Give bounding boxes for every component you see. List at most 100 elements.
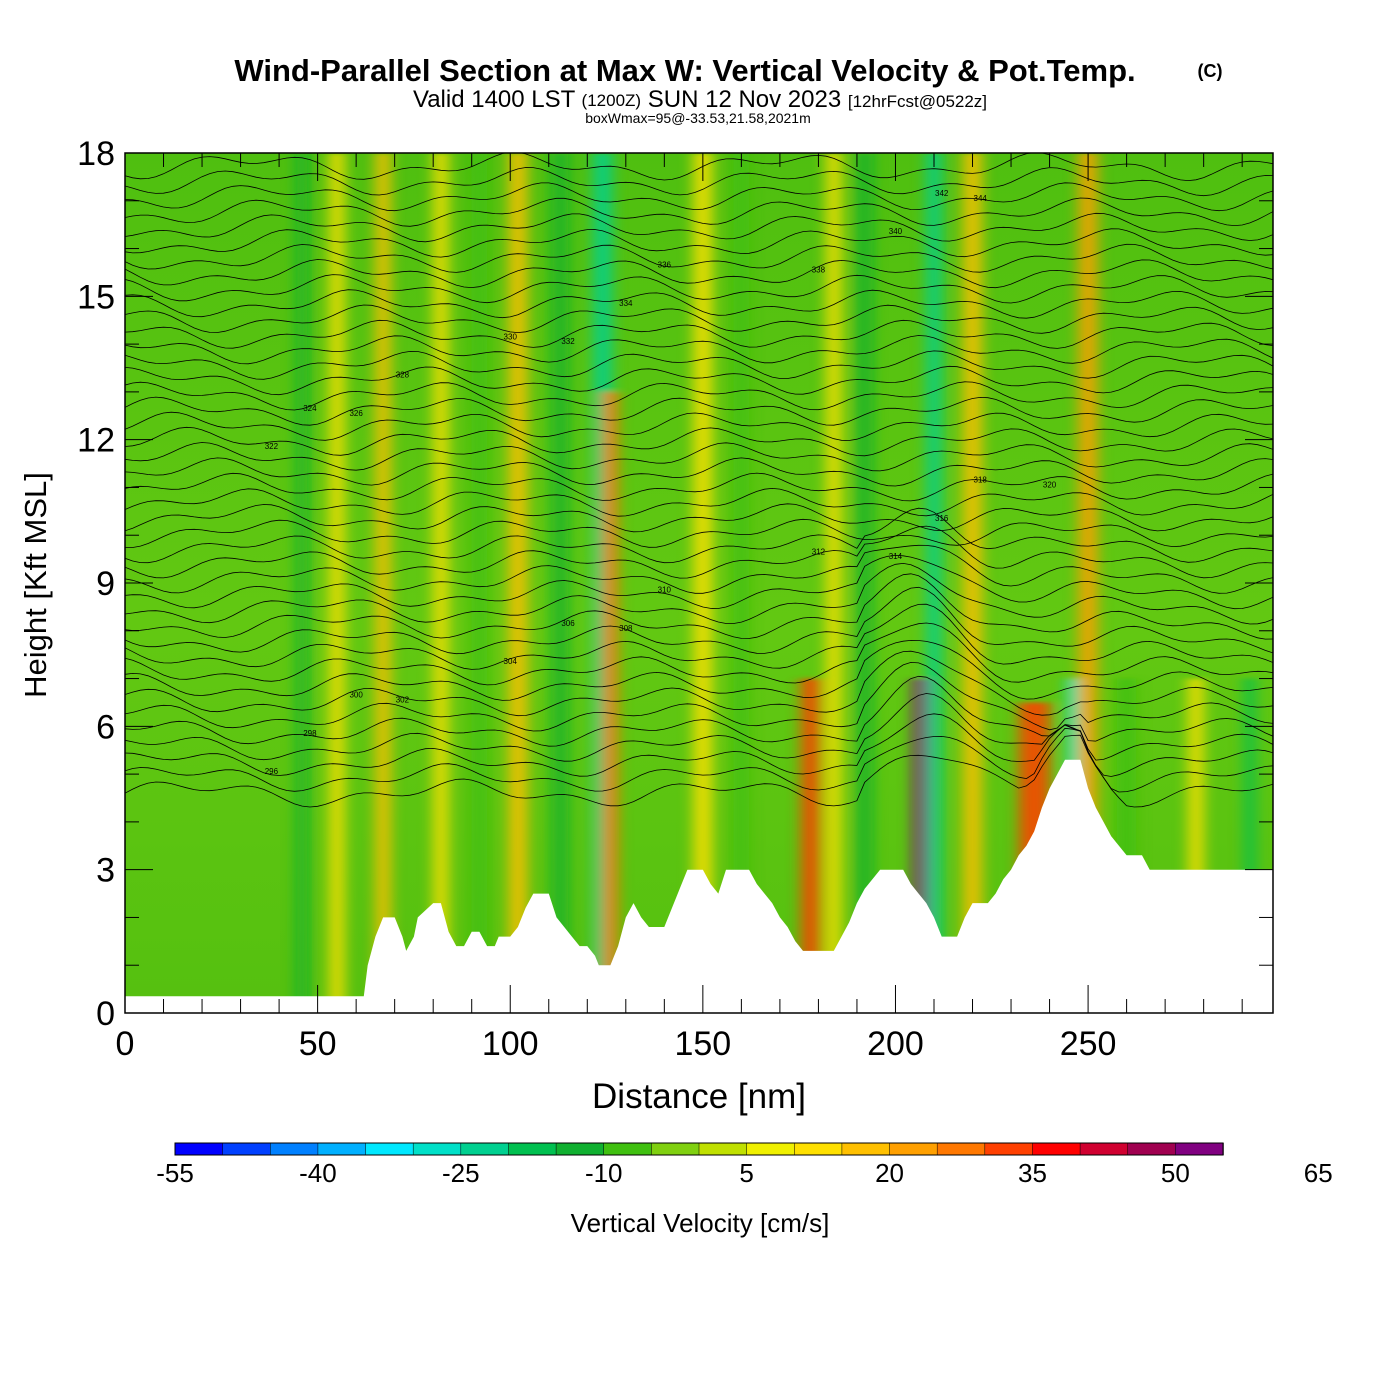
colorbar-swatch	[317, 1142, 367, 1156]
theta-contour-label: 332	[561, 337, 575, 346]
velocity-band	[508, 153, 528, 1013]
plot-area: 296 298 300 302 304 306 308 310 312 314 316 318 320 3…	[125, 153, 1273, 1013]
theta-contour-label: 336	[658, 261, 672, 270]
theta-contour-line	[125, 734, 1273, 808]
colorbar-swatch	[1127, 1142, 1177, 1156]
theta-contour-line	[125, 586, 1273, 655]
colorbar-swatch	[270, 1142, 319, 1156]
theta-contour-label: 298	[303, 729, 317, 738]
theta-contour-label: 314	[889, 552, 903, 561]
colorbar-swatch	[746, 1142, 796, 1156]
theta-contour-line	[125, 304, 1273, 334]
y-axis-label: Height [Kft MSL]	[18, 472, 53, 698]
chart-title-text: Wind-Parallel Section at Max W: Vertical…	[234, 53, 1135, 88]
y-tick-label: 18	[77, 135, 115, 173]
colorbar-tick-label: -55	[156, 1158, 194, 1188]
theta-contour-line	[125, 243, 1273, 273]
colorbar-tick-label: 65	[1304, 1158, 1333, 1188]
theta-contour-label: 334	[619, 299, 633, 308]
velocity-band	[693, 153, 713, 1013]
chart-header: Wind-Parallel Section at Max W: Vertical…	[234, 53, 1222, 126]
x-tick-label: 150	[674, 1025, 731, 1063]
colorbar-tick-label: -25	[442, 1158, 480, 1188]
theta-contour-line	[125, 457, 1273, 487]
theta-contour-line	[125, 650, 1273, 717]
theta-contour-label: 312	[812, 547, 826, 556]
forecast-info: [12hrFcst@0522z]	[848, 92, 987, 111]
theta-contour-label: 320	[1043, 480, 1057, 489]
box-info: boxWmax=95@-33.53,21.58,2021m	[585, 110, 811, 126]
theta-contour-label: 310	[658, 586, 672, 595]
copyright-mark: (C)	[1198, 61, 1223, 81]
colorbar-tick-label: -10	[585, 1158, 623, 1188]
theta-contour-line	[125, 693, 1273, 762]
colorbar-swatch	[460, 1142, 510, 1156]
x-axis-label: Distance [nm]	[592, 1077, 806, 1116]
velocity-band	[801, 678, 821, 1013]
theta-contour-label: 302	[396, 695, 410, 704]
y-tick-label: 6	[96, 708, 115, 746]
valid-prefix: Valid 1400 LST	[413, 86, 576, 113]
theta-contour-line	[125, 442, 1273, 472]
chart-title: Wind-Parallel Section at Max W: Vertical…	[234, 53, 1135, 88]
valid-time-line: Valid 1400 LST (1200Z) SUN 12 Nov 2023 […	[413, 85, 987, 113]
colorbar-tick-label: 20	[875, 1158, 904, 1188]
theta-contour-line	[125, 319, 1273, 349]
x-tick-label: 100	[482, 1025, 539, 1063]
theta-contour-line	[125, 603, 1273, 670]
theta-contour-label: 296	[265, 767, 279, 776]
colorbar-swatch	[984, 1142, 1034, 1156]
theta-contour-line	[125, 335, 1273, 365]
colorbar-swatch	[1032, 1142, 1081, 1156]
colorbar-swatch	[222, 1142, 272, 1156]
theta-contour-line	[125, 507, 1273, 564]
theta-contour-line	[125, 182, 1273, 212]
theta-contour-line	[125, 562, 1273, 625]
theta-contour-line	[125, 212, 1273, 243]
colorbar-tick-label: 50	[1161, 1158, 1190, 1188]
velocity-band	[962, 153, 983, 1013]
theta-contour-line	[125, 289, 1273, 319]
theta-contour-line	[125, 350, 1273, 380]
theta-contour-line	[125, 197, 1273, 227]
theta-contour-label: 338	[812, 265, 826, 274]
theta-contour-line	[125, 411, 1273, 441]
theta-contour-line	[125, 167, 1273, 197]
x-tick-label: 50	[299, 1025, 337, 1063]
velocity-band	[296, 153, 308, 1013]
theta-contour-line	[125, 259, 1273, 289]
theta-contour-line	[125, 381, 1273, 411]
colorbar-tick-label: -40	[299, 1158, 337, 1188]
velocity-band	[733, 153, 750, 1013]
theta-contours	[125, 153, 1273, 808]
theta-contour-line	[125, 228, 1273, 258]
velocity-band	[471, 153, 488, 1013]
y-axis: 0 3 6 9 12 15 18	[77, 135, 1273, 1033]
theta-contour-line	[125, 573, 1273, 640]
theta-contour-label: 328	[396, 371, 410, 380]
colorbar-swatch	[1079, 1142, 1129, 1156]
theta-contour-line	[125, 622, 1273, 686]
colorbar: -55 -40 -25 -10 5 20 35 50 65	[156, 1142, 1333, 1188]
velocity-band	[826, 153, 842, 1013]
colorbar-swatch	[508, 1142, 557, 1156]
theta-contour-line	[125, 554, 1273, 610]
velocity-band	[1244, 678, 1256, 1013]
theta-contour-label: 342	[935, 189, 949, 198]
valid-utc: (1200Z)	[582, 91, 642, 110]
theta-contour-line	[125, 396, 1273, 426]
theta-contour-label: 308	[619, 624, 633, 633]
theta-contour-line	[125, 503, 1273, 533]
velocity-band	[329, 153, 345, 1013]
theta-contour-labels: 296 298 300 302 304 306 308 310 312 314 316 318 320 3…	[265, 189, 1057, 776]
velocity-band	[552, 153, 569, 1013]
colorbar-tick-label: 5	[739, 1158, 753, 1188]
colorbar-swatch	[603, 1142, 653, 1156]
theta-contour-label: 300	[349, 691, 363, 700]
colorbar-label: Vertical Velocity [cm/s]	[571, 1208, 830, 1238]
colorbar-swatch	[365, 1142, 414, 1156]
theta-contour-label: 324	[303, 404, 317, 413]
colorbar-swatch	[841, 1142, 891, 1156]
theta-contour-label: 306	[561, 619, 575, 628]
